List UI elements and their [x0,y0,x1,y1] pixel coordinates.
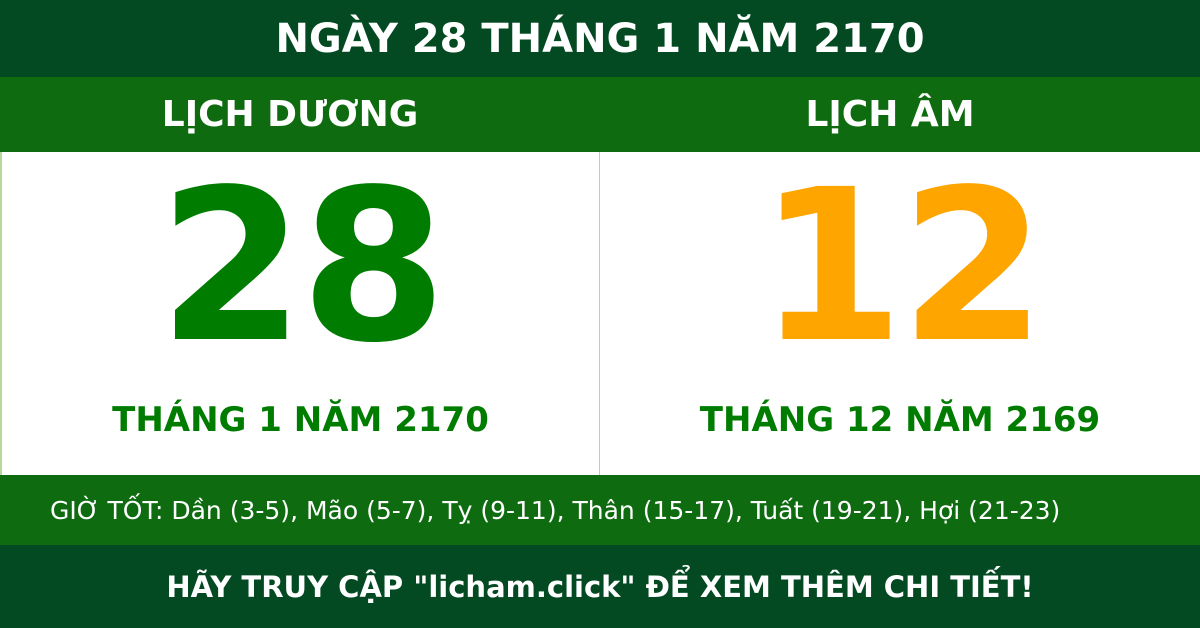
calendar-body: 28 THÁNG 1 NĂM 2170 12 THÁNG 12 NĂM 2169 [0,152,1200,475]
solar-day: 28 [158,144,446,389]
lunar-month-year: THÁNG 12 NĂM 2169 [699,400,1101,440]
lunar-label: LỊCH ÂM [805,94,975,135]
solar-column: 28 THÁNG 1 NĂM 2170 [0,152,600,475]
lunar-day: 12 [757,144,1046,389]
solar-month-year: THÁNG 1 NĂM 2170 [112,400,489,440]
good-hours: GIỜ TỐT: Dần (3-5), Mão (5-7), Tỵ (9-11)… [0,475,1200,545]
footer-cta: HÃY TRUY CẬP "licham.click" ĐỂ XEM THÊM … [0,545,1200,628]
calendar-headers: LỊCH DƯƠNG LỊCH ÂM [0,77,1200,152]
page-title: NGÀY 28 THÁNG 1 NĂM 2170 [0,0,1200,77]
lunar-column: 12 THÁNG 12 NĂM 2169 [600,152,1200,475]
solar-label: LỊCH DƯƠNG [161,94,419,135]
